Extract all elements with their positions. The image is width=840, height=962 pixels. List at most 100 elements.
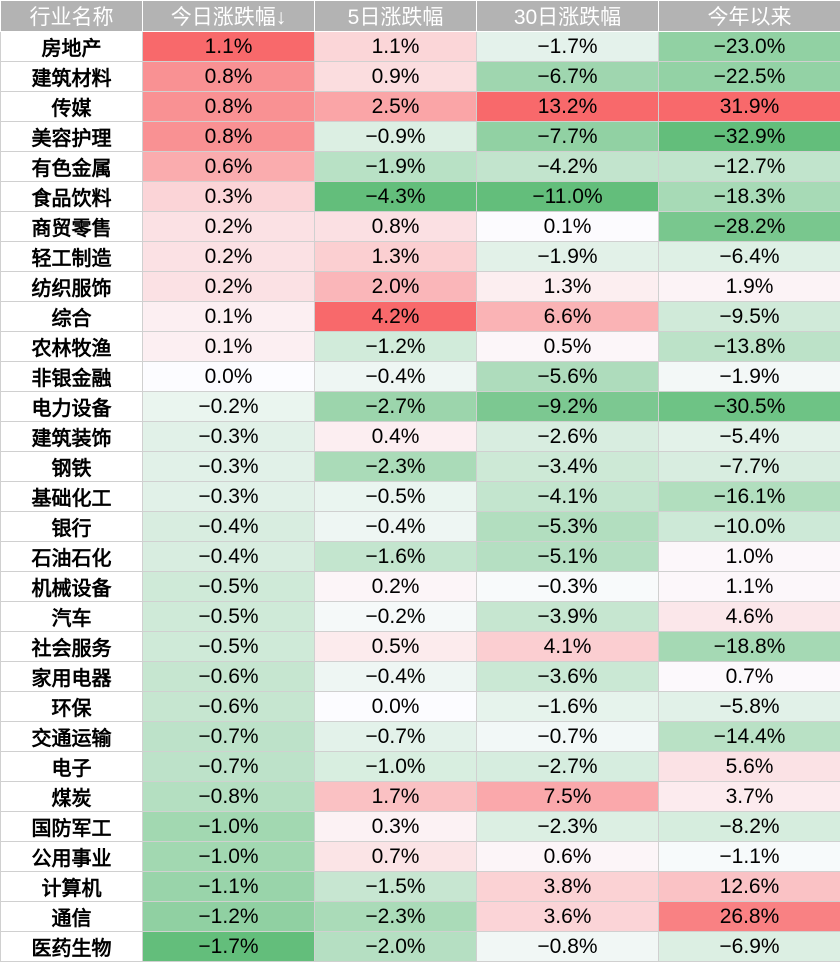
today-change-cell: −0.7% (143, 752, 315, 782)
5day-change-cell: −2.3% (315, 902, 477, 932)
30day-change-cell: −7.7% (477, 122, 659, 152)
30day-change-cell: −3.9% (477, 602, 659, 632)
table-row: 银行−0.4%−0.4%−5.3%−10.0% (1, 512, 840, 542)
today-change-cell: −0.7% (143, 722, 315, 752)
30day-change-cell: 7.5% (477, 782, 659, 812)
30day-change-cell: 0.6% (477, 842, 659, 872)
30day-change-cell: −0.3% (477, 572, 659, 602)
industry-name-cell: 有色金属 (1, 152, 143, 182)
30day-change-cell: 0.1% (477, 212, 659, 242)
5day-change-cell: −0.4% (315, 362, 477, 392)
industry-name-cell: 电子 (1, 752, 143, 782)
ytd-change-cell: −1.1% (659, 842, 840, 872)
table-row: 环保−0.6%0.0%−1.6%−5.8% (1, 692, 840, 722)
30day-change-cell: 4.1% (477, 632, 659, 662)
ytd-change-cell: −18.3% (659, 182, 840, 212)
industry-name-cell: 家用电器 (1, 662, 143, 692)
today-change-cell: −0.3% (143, 422, 315, 452)
industry-name-cell: 传媒 (1, 92, 143, 122)
header-ytd-change[interactable]: 今年以来 (659, 1, 840, 32)
30day-change-cell: −2.3% (477, 812, 659, 842)
industry-name-cell: 非银金融 (1, 362, 143, 392)
5day-change-cell: 0.5% (315, 632, 477, 662)
ytd-change-cell: −7.7% (659, 452, 840, 482)
industry-name-cell: 电力设备 (1, 392, 143, 422)
30day-change-cell: 13.2% (477, 92, 659, 122)
ytd-change-cell: −30.5% (659, 392, 840, 422)
5day-change-cell: 0.8% (315, 212, 477, 242)
ytd-change-cell: −10.0% (659, 512, 840, 542)
5day-change-cell: −1.5% (315, 872, 477, 902)
5day-change-cell: −1.0% (315, 752, 477, 782)
today-change-cell: 0.8% (143, 122, 315, 152)
30day-change-cell: −1.9% (477, 242, 659, 272)
today-change-cell: −0.6% (143, 692, 315, 722)
ytd-change-cell: 3.7% (659, 782, 840, 812)
header-industry-name[interactable]: 行业名称 (1, 1, 143, 32)
ytd-change-cell: 26.8% (659, 902, 840, 932)
ytd-change-cell: 4.6% (659, 602, 840, 632)
30day-change-cell: −4.1% (477, 482, 659, 512)
ytd-change-cell: −23.0% (659, 32, 840, 62)
30day-change-cell: −5.1% (477, 542, 659, 572)
5day-change-cell: −1.9% (315, 152, 477, 182)
today-change-cell: −1.0% (143, 842, 315, 872)
today-change-cell: −0.5% (143, 602, 315, 632)
5day-change-cell: −1.6% (315, 542, 477, 572)
industry-name-cell: 轻工制造 (1, 242, 143, 272)
today-change-cell: 0.8% (143, 62, 315, 92)
30day-change-cell: −0.7% (477, 722, 659, 752)
5day-change-cell: 0.2% (315, 572, 477, 602)
5day-change-cell: −2.0% (315, 932, 477, 962)
industry-name-cell: 房地产 (1, 32, 143, 62)
today-change-cell: 0.2% (143, 272, 315, 302)
5day-change-cell: 4.2% (315, 302, 477, 332)
30day-change-cell: −3.6% (477, 662, 659, 692)
today-change-cell: −0.3% (143, 482, 315, 512)
5day-change-cell: −0.4% (315, 512, 477, 542)
industry-name-cell: 建筑材料 (1, 62, 143, 92)
table-row: 石油石化−0.4%−1.6%−5.1%1.0% (1, 542, 840, 572)
industry-name-cell: 国防军工 (1, 812, 143, 842)
header-today-change[interactable]: 今日涨跌幅↓ (143, 1, 315, 32)
ytd-change-cell: 1.9% (659, 272, 840, 302)
5day-change-cell: −0.7% (315, 722, 477, 752)
today-change-cell: 0.2% (143, 242, 315, 272)
industry-name-cell: 通信 (1, 902, 143, 932)
industry-name-cell: 综合 (1, 302, 143, 332)
header-30day-change[interactable]: 30日涨跌幅 (477, 1, 659, 32)
30day-change-cell: 1.3% (477, 272, 659, 302)
table-row: 基础化工−0.3%−0.5%−4.1%−16.1% (1, 482, 840, 512)
30day-change-cell: −11.0% (477, 182, 659, 212)
ytd-change-cell: 0.7% (659, 662, 840, 692)
table-row: 电力设备−0.2%−2.7%−9.2%−30.5% (1, 392, 840, 422)
30day-change-cell: −5.3% (477, 512, 659, 542)
ytd-change-cell: −6.4% (659, 242, 840, 272)
table-row: 计算机−1.1%−1.5%3.8%12.6% (1, 872, 840, 902)
30day-change-cell: 6.6% (477, 302, 659, 332)
5day-change-cell: 2.5% (315, 92, 477, 122)
today-change-cell: −0.4% (143, 542, 315, 572)
30day-change-cell: −4.2% (477, 152, 659, 182)
5day-change-cell: 0.9% (315, 62, 477, 92)
header-5day-change[interactable]: 5日涨跌幅 (315, 1, 477, 32)
5day-change-cell: 0.3% (315, 812, 477, 842)
table-row: 煤炭−0.8%1.7%7.5%3.7% (1, 782, 840, 812)
table-row: 建筑装饰−0.3%0.4%−2.6%−5.4% (1, 422, 840, 452)
30day-change-cell: 3.6% (477, 902, 659, 932)
5day-change-cell: 0.0% (315, 692, 477, 722)
5day-change-cell: −0.5% (315, 482, 477, 512)
industry-name-cell: 纺织服饰 (1, 272, 143, 302)
today-change-cell: 0.6% (143, 152, 315, 182)
5day-change-cell: −0.2% (315, 602, 477, 632)
today-change-cell: 0.1% (143, 302, 315, 332)
ytd-change-cell: −14.4% (659, 722, 840, 752)
5day-change-cell: 0.4% (315, 422, 477, 452)
ytd-change-cell: −6.9% (659, 932, 840, 962)
table-row: 通信−1.2%−2.3%3.6%26.8% (1, 902, 840, 932)
30day-change-cell: −9.2% (477, 392, 659, 422)
